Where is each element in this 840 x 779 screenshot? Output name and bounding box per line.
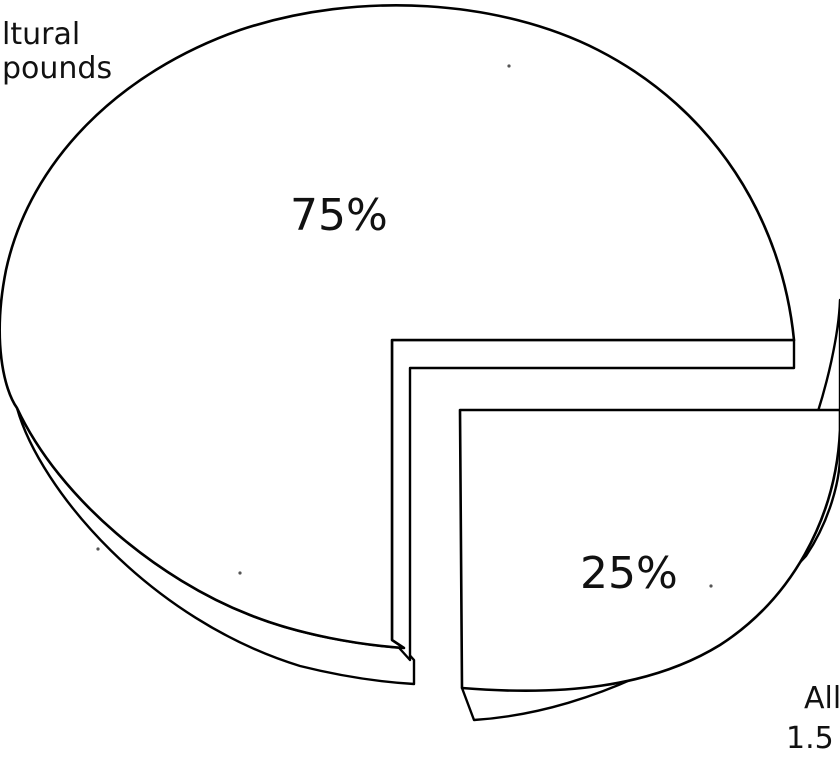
scan-speck	[507, 64, 511, 68]
slice-75-caption-line-2: pounds	[2, 51, 112, 86]
slice-25-caption-line-1: All	[804, 681, 840, 716]
pie-label-25: 25%	[580, 548, 678, 599]
pie-slice-75	[0, 4, 796, 650]
pie-slice-25	[458, 408, 840, 693]
slice-25-caption-line-2: 1.5 m	[786, 721, 840, 756]
pie-label-75: 75%	[290, 190, 388, 241]
scan-speck	[709, 584, 713, 588]
scan-speck	[96, 547, 100, 551]
slice-75-caption-line-1: ltural	[2, 17, 80, 52]
scan-speck	[238, 571, 242, 575]
